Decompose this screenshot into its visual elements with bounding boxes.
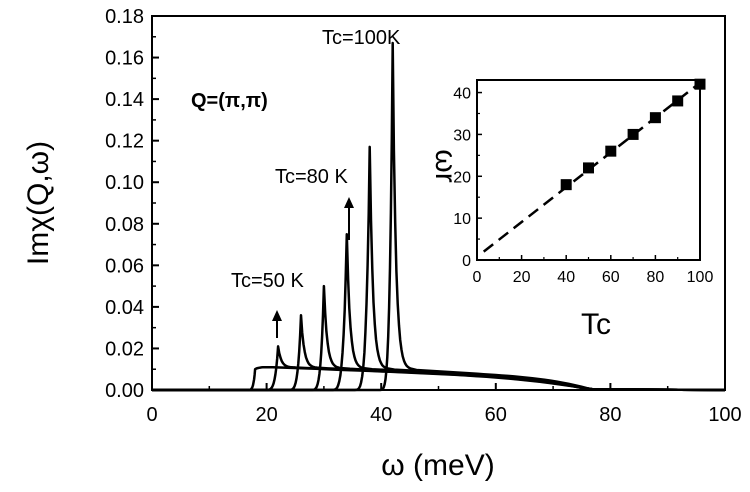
main-x-tick-label: 60 (485, 404, 507, 426)
main-y-tick-label: 0.12 (105, 131, 144, 153)
main-y-tick-label: 0.14 (105, 89, 144, 111)
arrow-tc80 (344, 197, 354, 240)
inset-y-tick-label: 20 (453, 169, 471, 186)
inset-x-tick-label: 40 (557, 269, 575, 286)
main-y-tick-label: 0.18 (105, 6, 144, 28)
inset-data-point (605, 145, 617, 157)
main-x-tick-label: 20 (255, 404, 277, 426)
inset-y-tick-label: 30 (453, 127, 471, 144)
main-y-tick-label: 0.10 (105, 172, 144, 194)
curve-tc-60 (152, 345, 726, 392)
main-y-tick-label: 0.04 (105, 297, 144, 319)
arrow-tc50 (272, 310, 282, 338)
main-y-tick-label: 0.06 (105, 255, 144, 277)
inset-ticks: 0 20 40 60 80 100 0 10 20 30 40 (453, 86, 713, 286)
main-x-tick-label: 80 (599, 404, 621, 426)
inset-y-tick-label: 0 (462, 253, 471, 270)
inset-x-axis-title: Tc (581, 308, 611, 341)
inset-data-point (672, 95, 684, 107)
inset-y-tick-label: 40 (453, 86, 471, 103)
main-ticks: 0 20 40 60 80 1000.000.020.040.060.080.100.12… (105, 6, 742, 426)
main-x-tick-label: 0 (146, 404, 157, 426)
tc100-annotation: Tc=100K (322, 27, 401, 49)
curve-tc-100 (152, 41, 726, 392)
inset-data-point (583, 162, 594, 174)
main-curves (152, 41, 726, 392)
q-annotation: Q=(π,π) (191, 90, 268, 112)
inset-x-tick-label: 20 (513, 269, 531, 286)
inset-background (458, 72, 718, 292)
main-y-tick-label: 0.02 (105, 338, 144, 360)
inset-data-point (560, 179, 572, 191)
inset-x-tick-label: 80 (647, 269, 665, 286)
main-x-tick-label: 100 (708, 404, 741, 426)
inset-content (482, 78, 706, 253)
inset-data-point (627, 128, 639, 140)
inset-y-tick-label: 10 (453, 211, 471, 228)
inset-x-tick-label: 100 (687, 269, 714, 286)
inset-data-point (649, 112, 661, 124)
inset-data-point (694, 78, 706, 90)
inset-y-axis-title: ωr (429, 149, 462, 182)
main-y-tick-label: 0.08 (105, 214, 144, 236)
main-y-tick-label: 0.00 (105, 380, 144, 402)
inset-x-tick-label: 60 (602, 269, 620, 286)
inset-x-tick-label: 0 (473, 269, 482, 286)
main-y-axis-title: Imχ(Q,ω) (22, 141, 55, 265)
main-x-axis-title: ω (meV) (381, 449, 494, 482)
tc50-annotation: Tc=50 K (231, 270, 304, 292)
main-y-tick-label: 0.16 (105, 48, 144, 70)
curve-tc-70 (152, 313, 726, 392)
tc80-annotation: Tc=80 K (275, 166, 348, 188)
main-x-tick-label: 40 (370, 404, 392, 426)
